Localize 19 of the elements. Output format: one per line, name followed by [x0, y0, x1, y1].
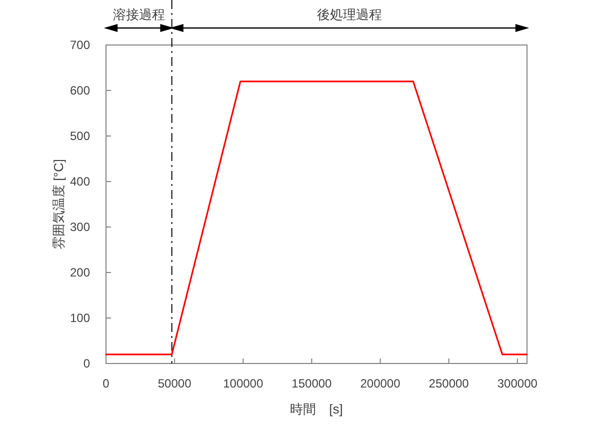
y-tick-label: 400 — [70, 174, 90, 188]
y-axis-title: 雰囲気温度 [°C] — [51, 159, 66, 250]
y-tick-label: 300 — [70, 220, 90, 234]
x-tick-label: 200000 — [360, 376, 400, 390]
y-tick-label: 600 — [70, 84, 90, 98]
x-tick-label: 100000 — [223, 376, 264, 390]
y-tick-label: 0 — [83, 356, 90, 370]
y-tick-label: 200 — [70, 266, 90, 280]
x-tick-label: 0 — [102, 376, 110, 390]
x-tick-label: 50000 — [158, 376, 192, 390]
x-tick-label: 150000 — [292, 376, 332, 390]
x-tick-label: 250000 — [428, 376, 469, 390]
y-tick-label: 100 — [70, 311, 90, 325]
annotation: 溶接過程 — [112, 7, 165, 22]
x-axis-title: 時間 [s] — [290, 402, 343, 416]
x-tick-label: 300000 — [497, 376, 538, 390]
y-tick-label: 700 — [70, 38, 90, 52]
annotation: 後処理過程 — [316, 7, 382, 22]
y-tick-label: 500 — [70, 129, 90, 143]
